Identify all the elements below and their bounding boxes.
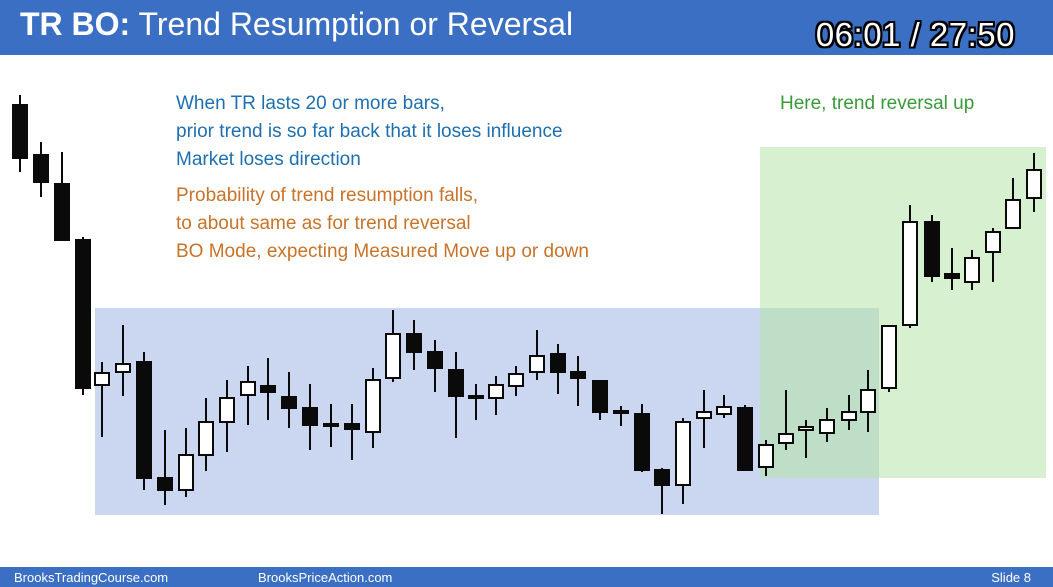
bear-candle	[406, 333, 422, 353]
bull-candle	[1026, 169, 1042, 199]
bear-candle	[924, 221, 940, 277]
slide-title-text: Trend Resumption or Reversal	[138, 6, 574, 42]
bear-candle	[157, 477, 173, 491]
bull-candle	[115, 363, 131, 373]
bull-candle	[178, 454, 194, 491]
note-orange-line: BO Mode, expecting Measured Move up or d…	[176, 241, 589, 262]
slide-footer: BrooksTradingCourse.com BrooksPriceActio…	[0, 567, 1053, 587]
footer-link-trading-course[interactable]: BrooksTradingCourse.com	[14, 570, 169, 585]
slide-number: Slide 8	[991, 570, 1031, 585]
bear-candle	[634, 413, 650, 471]
bull-candle	[529, 355, 545, 373]
note-blue-line: prior trend is so far back that it loses…	[176, 121, 563, 142]
bull-candle	[758, 444, 774, 468]
bull-candle	[716, 406, 732, 415]
bear-candle	[944, 273, 960, 279]
bull-candle	[1005, 199, 1021, 229]
bull-candle	[881, 325, 897, 389]
slide-header: TR BO: Trend Resumption or Reversal 06:0…	[0, 0, 1053, 55]
bull-candle	[675, 421, 691, 486]
bear-candle	[570, 371, 586, 379]
video-timer: 06:01 / 27:50	[815, 16, 1015, 53]
bear-candle	[260, 385, 276, 393]
bull-candle	[468, 395, 484, 399]
bull-candle	[240, 381, 256, 396]
bear-candle	[550, 353, 566, 373]
note-blue-line: When TR lasts 20 or more bars,	[176, 93, 445, 114]
bear-candle	[12, 104, 28, 159]
bull-candle	[488, 384, 504, 399]
bear-candle	[136, 361, 152, 479]
note-orange-line: Probability of trend resumption falls,	[176, 185, 479, 206]
bear-candle	[448, 369, 464, 397]
bull-candle	[841, 411, 857, 421]
bull-candle	[365, 379, 381, 433]
bear-candle	[344, 423, 360, 430]
bear-candle	[592, 380, 608, 413]
bull-candle	[985, 231, 1001, 253]
bear-candle	[54, 183, 70, 241]
note-green: Here, trend reversal up	[780, 93, 975, 114]
bear-candle	[302, 407, 318, 426]
slide-title: TR BO: Trend Resumption or Reversal	[20, 6, 573, 43]
bear-candle	[737, 407, 753, 471]
bull-candle	[94, 372, 110, 386]
bull-candle	[613, 410, 629, 414]
bull-candle	[778, 433, 794, 444]
footer-link-price-action[interactable]: BrooksPriceAction.com	[258, 570, 393, 585]
bull-candle	[860, 389, 876, 413]
bull-candle	[219, 397, 235, 423]
bull-candle	[902, 221, 918, 326]
bear-candle	[75, 239, 91, 389]
candlesticks	[12, 95, 1042, 514]
bear-candle	[281, 396, 297, 409]
bull-candle	[819, 419, 835, 434]
bull-candle	[508, 373, 524, 387]
bull-candle	[323, 423, 339, 427]
bear-candle	[654, 469, 670, 486]
bull-candle	[964, 257, 980, 283]
note-blue: When TR lasts 20 or more bars, prior tre…	[176, 90, 563, 174]
bull-candle	[696, 411, 712, 419]
bull-candle	[385, 333, 401, 379]
bull-candle	[798, 426, 814, 431]
note-orange-line: to about same as for trend reversal	[176, 213, 471, 234]
bear-candle	[33, 154, 49, 183]
note-orange: Probability of trend resumption falls, t…	[176, 182, 589, 266]
bull-candle	[198, 421, 214, 456]
note-blue-line: Market loses direction	[176, 149, 361, 170]
slide-title-bold: TR BO:	[20, 6, 131, 42]
bear-candle	[427, 351, 443, 369]
